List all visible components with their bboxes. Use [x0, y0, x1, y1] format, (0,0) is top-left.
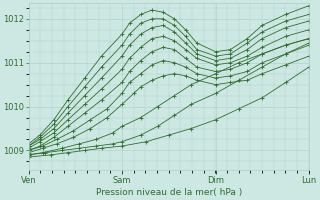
- X-axis label: Pression niveau de la mer( hPa ): Pression niveau de la mer( hPa ): [96, 188, 242, 197]
